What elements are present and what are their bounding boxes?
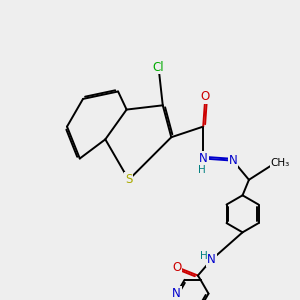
Text: CH₃: CH₃ <box>271 158 290 168</box>
Text: N: N <box>172 287 181 300</box>
Text: N: N <box>199 152 208 165</box>
Text: H: H <box>198 165 206 175</box>
Text: O: O <box>172 260 181 274</box>
Text: O: O <box>201 90 210 103</box>
Text: N: N <box>229 154 237 167</box>
Text: S: S <box>125 173 132 186</box>
Text: H: H <box>200 251 208 261</box>
Text: Cl: Cl <box>153 61 164 74</box>
Text: N: N <box>207 253 216 266</box>
